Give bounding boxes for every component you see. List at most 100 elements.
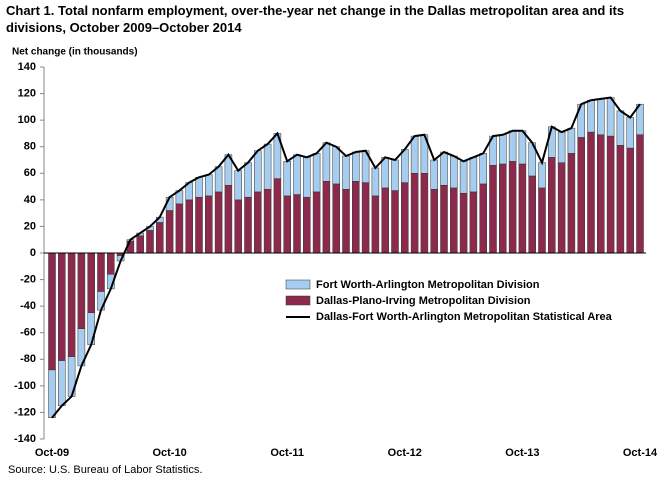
bar xyxy=(352,181,360,254)
y-tick-label: -100 xyxy=(14,380,36,392)
legend-label: Dallas-Plano-Irving Metropolitan Divisio… xyxy=(316,295,531,307)
bar xyxy=(361,182,370,254)
x-tick-label: Oct-10 xyxy=(152,447,186,459)
legend-swatch xyxy=(285,279,311,290)
bar xyxy=(499,163,507,254)
bar xyxy=(107,252,115,275)
y-tick-label: -20 xyxy=(20,273,36,285)
bar xyxy=(410,135,419,174)
source: Source: U.S. Bureau of Labor Statistics. xyxy=(8,464,202,476)
bar xyxy=(332,183,340,254)
legend-swatch xyxy=(285,295,311,306)
bar xyxy=(156,222,164,254)
legend-label: Fort Worth-Arlington Metropolitan Divisi… xyxy=(316,279,540,291)
bar xyxy=(391,190,399,254)
bar xyxy=(342,188,350,254)
bar xyxy=(263,188,272,254)
bar xyxy=(254,150,262,193)
bar xyxy=(293,154,301,195)
bar xyxy=(489,165,497,254)
bar xyxy=(165,210,174,254)
bar xyxy=(626,147,634,254)
bar xyxy=(244,196,252,254)
bar xyxy=(508,161,517,254)
bar xyxy=(87,252,95,314)
bar xyxy=(77,252,86,329)
bar xyxy=(381,187,389,254)
bar xyxy=(263,143,272,190)
bar xyxy=(97,252,105,292)
bar xyxy=(450,187,458,254)
bar xyxy=(48,369,56,418)
bar xyxy=(342,155,350,190)
bar xyxy=(195,196,203,254)
y-tick-label: 120 xyxy=(18,87,36,99)
x-tick-label: Oct-14 xyxy=(623,447,658,459)
bar xyxy=(587,131,595,254)
bar xyxy=(538,162,546,189)
bar xyxy=(518,130,527,165)
bar xyxy=(58,360,66,407)
bar xyxy=(293,194,301,254)
y-tick-label: -80 xyxy=(20,353,36,365)
bar xyxy=(401,182,409,254)
bar xyxy=(440,184,448,254)
bar xyxy=(371,167,380,197)
bar xyxy=(597,98,605,136)
x-tick-label: Oct-13 xyxy=(505,447,539,459)
bar xyxy=(567,127,576,154)
y-axis-label: Net change (in thousands) xyxy=(12,47,138,58)
bar xyxy=(58,252,66,361)
bar xyxy=(205,174,213,197)
y-tick-label: -40 xyxy=(20,300,36,312)
bar xyxy=(469,191,478,254)
bar xyxy=(469,157,478,193)
bar xyxy=(459,161,468,194)
bar xyxy=(391,159,399,191)
bar xyxy=(548,157,556,254)
y-tick-label: -120 xyxy=(14,406,36,418)
total-line xyxy=(51,96,641,419)
bar xyxy=(430,188,438,254)
bar xyxy=(479,153,487,185)
x-tick-label: Oct-11 xyxy=(270,447,304,459)
bar xyxy=(67,252,76,357)
bar xyxy=(283,161,291,197)
bar xyxy=(626,117,634,149)
bar xyxy=(587,99,595,133)
bar xyxy=(234,170,242,201)
bar xyxy=(371,195,380,254)
bar xyxy=(499,134,507,165)
bar xyxy=(224,184,233,254)
chart-title: Chart 1. Total nonfarm employment, over-… xyxy=(6,3,625,35)
bar xyxy=(136,235,144,254)
bar xyxy=(381,157,389,189)
bar xyxy=(185,199,193,254)
bar xyxy=(283,195,291,254)
bar xyxy=(430,159,438,190)
bar xyxy=(459,192,468,254)
legend-label: Dallas-Fort Worth-Arlington Metropolitan… xyxy=(316,311,613,323)
y-tick-label: 80 xyxy=(24,141,36,153)
bar xyxy=(48,252,56,371)
bar xyxy=(312,153,321,193)
bar xyxy=(195,177,203,198)
bar xyxy=(479,183,487,254)
bar xyxy=(234,199,242,254)
bar xyxy=(606,135,615,254)
bar xyxy=(322,142,331,182)
bar xyxy=(322,181,331,254)
y-tick-label: 0 xyxy=(30,247,36,259)
bar xyxy=(332,146,340,185)
y-tick-label: 20 xyxy=(24,220,36,232)
bar xyxy=(87,312,95,345)
bar xyxy=(597,134,605,254)
y-tick-label: 140 xyxy=(18,61,36,73)
bar xyxy=(420,173,429,254)
bar xyxy=(616,145,625,254)
bar xyxy=(528,175,536,254)
bar xyxy=(636,134,644,254)
bar xyxy=(312,191,321,254)
bar xyxy=(577,137,585,254)
bar xyxy=(254,191,262,254)
